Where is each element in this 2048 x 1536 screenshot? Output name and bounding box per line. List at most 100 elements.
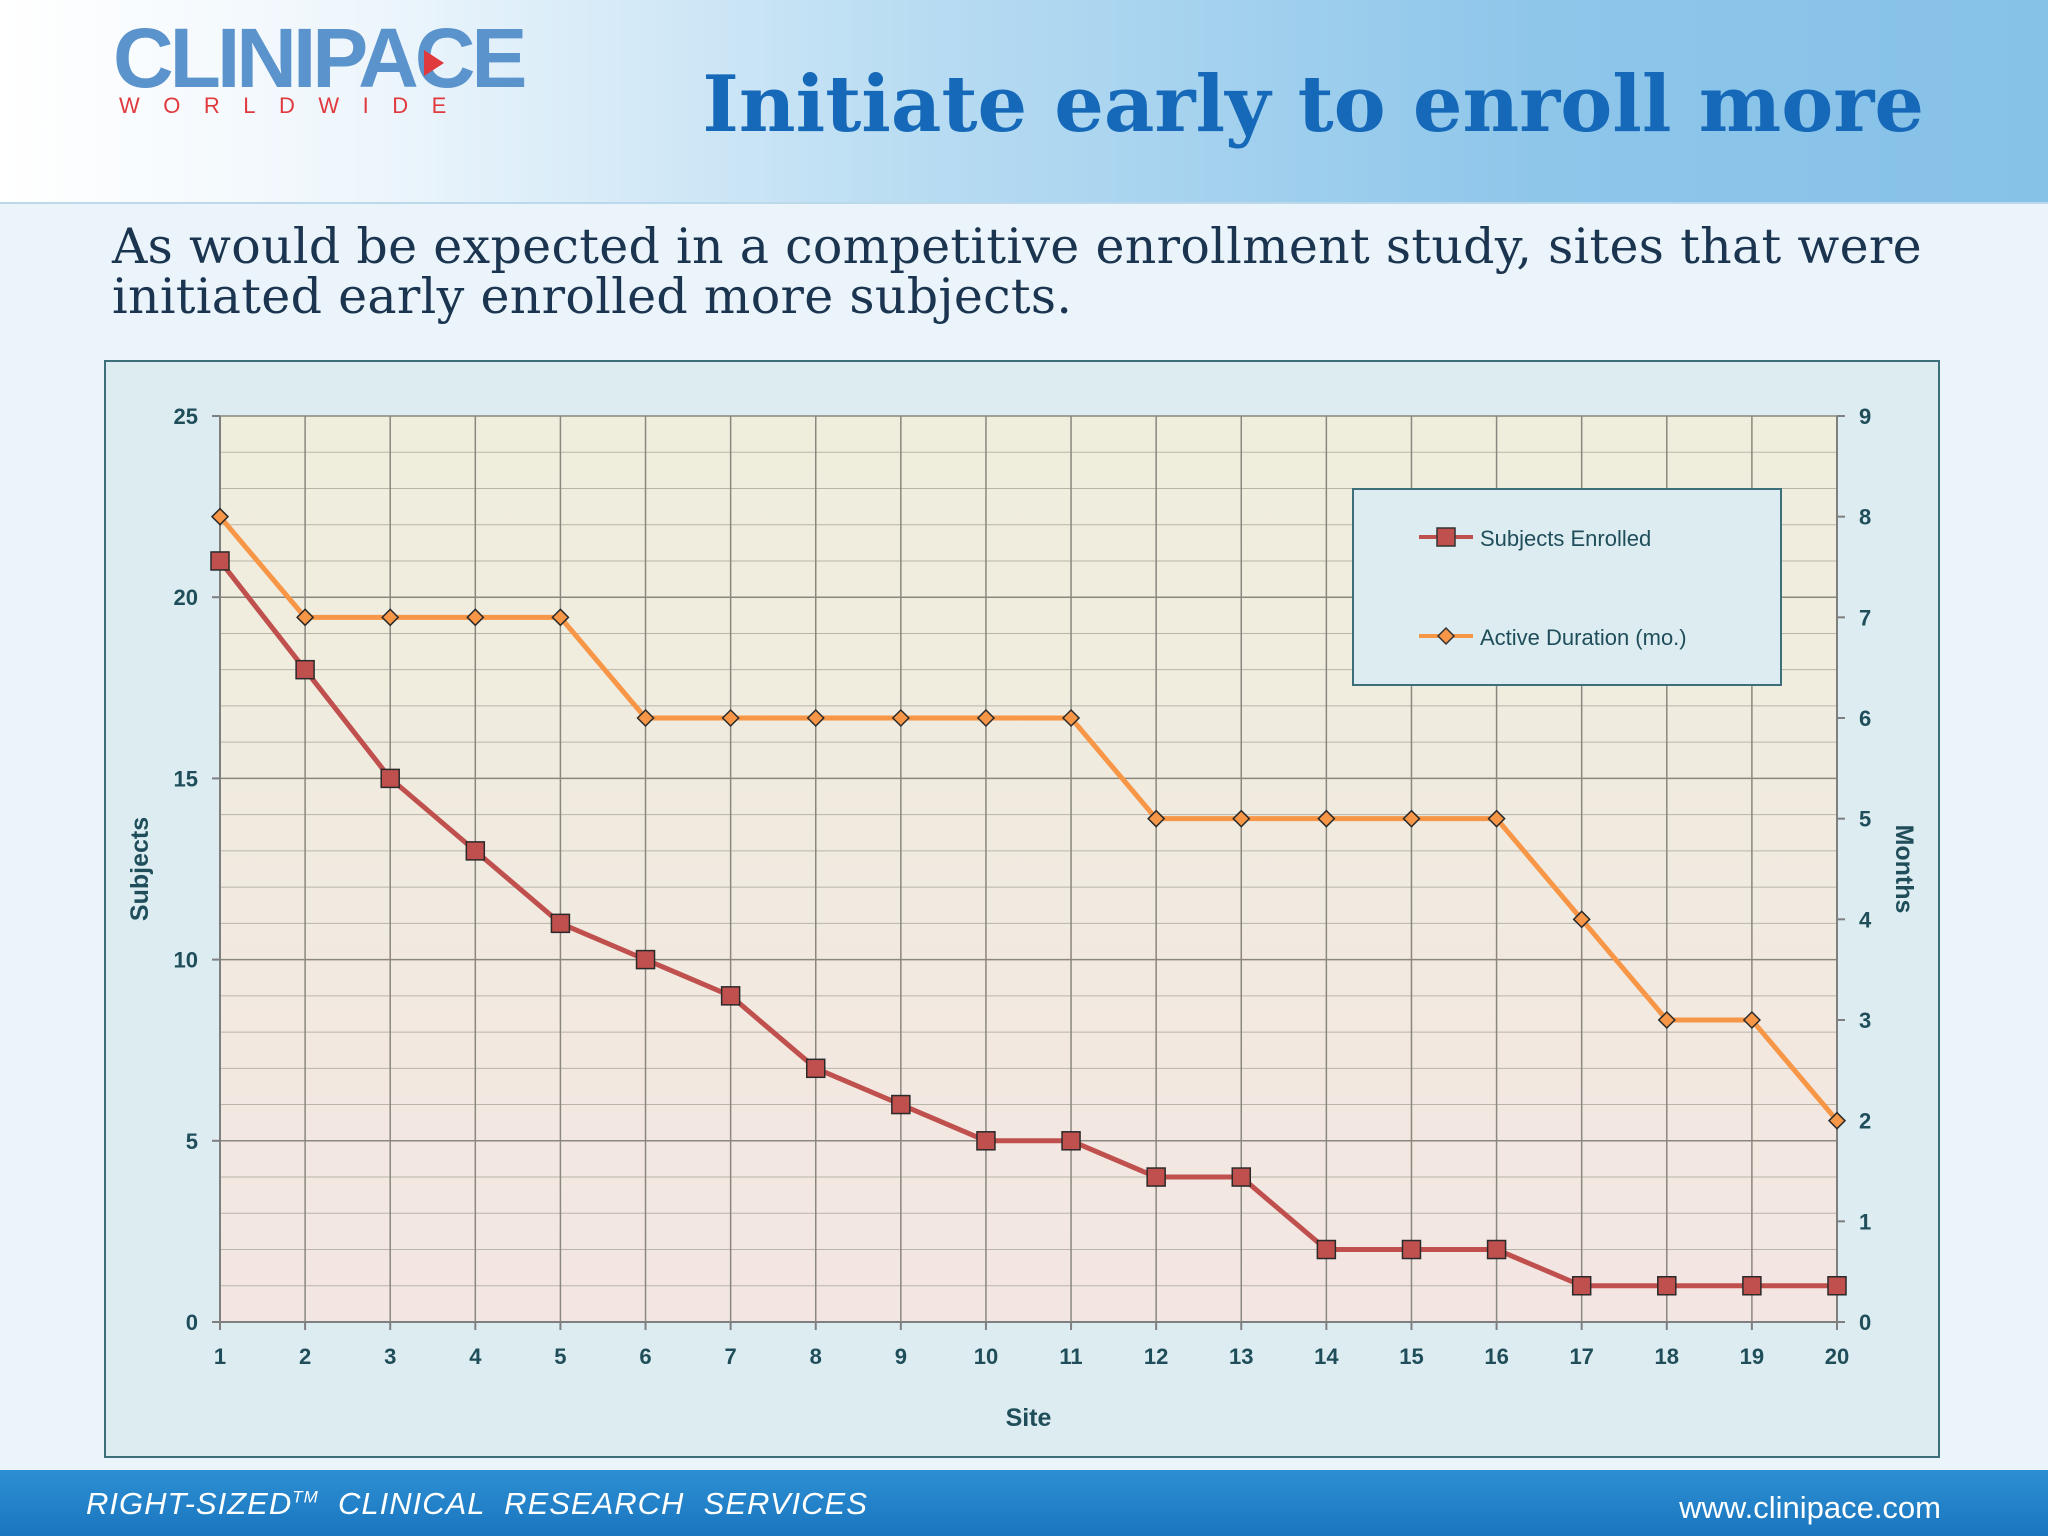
y2-tick-label: 6 <box>1859 706 1871 731</box>
data-point-square <box>891 1094 911 1115</box>
x-tick-label: 12 <box>1144 1344 1168 1369</box>
data-point-diamond <box>551 608 570 627</box>
data-point-square <box>976 1131 996 1151</box>
x-tick-label: 3 <box>384 1344 396 1369</box>
data-point-square <box>1146 1167 1166 1187</box>
x-tick-label: 7 <box>725 1344 737 1369</box>
tagline-pre: RIGHT-SIZED <box>86 1486 293 1521</box>
legend-box <box>1352 488 1782 686</box>
y-axis-title: Subjects <box>126 817 154 921</box>
x-tick-label: 14 <box>1314 1344 1339 1369</box>
data-point-diamond <box>210 507 230 526</box>
data-point-square <box>1657 1276 1677 1296</box>
clinipace-logo: CLINIPACE WORLDWIDE <box>113 16 527 126</box>
y2-axis-title: Months <box>1890 825 1918 914</box>
tagline-tm: TM <box>292 1487 319 1507</box>
legend-label-subjects: Subjects Enrolled <box>1480 526 1651 551</box>
footer-url[interactable]: www.clinipace.com <box>1679 1490 1941 1525</box>
y2-tick-label: 8 <box>1859 505 1871 530</box>
data-point-square <box>295 659 315 680</box>
y2-tick-label: 5 <box>1859 807 1871 832</box>
data-point-square <box>635 949 656 970</box>
footer-band: RIGHT-SIZEDTM CLINICAL RESEARCH SERVICES… <box>0 1470 2048 1536</box>
data-point-diamond <box>1487 809 1506 828</box>
data-point-square <box>465 841 486 861</box>
y2-tick-label: 9 <box>1859 404 1871 429</box>
x-tick-label: 18 <box>1655 1344 1679 1369</box>
tagline-post: CLINICAL RESEARCH SERVICES <box>318 1486 868 1521</box>
y-tick-label: 5 <box>186 1129 198 1154</box>
data-point-diamond <box>636 708 655 728</box>
chart-frame: 0 5 10 15 20 25 0 1 2 3 4 5 6 7 8 9 1 2 3 4 5 6 7 8 9 10 11 12 13 14 1… <box>104 360 1940 1458</box>
data-point-diamond <box>1657 1010 1676 1030</box>
footer-tagline: RIGHT-SIZEDTM CLINICAL RESEARCH SERVICES <box>86 1486 868 1522</box>
x-tick-label: 17 <box>1569 1344 1593 1369</box>
y-tick-label: 0 <box>186 1310 198 1335</box>
y2-tick-label: 4 <box>1859 907 1872 932</box>
data-point-square <box>1231 1167 1252 1187</box>
y-tick-label: 25 <box>174 404 198 429</box>
data-point-square <box>1486 1239 1507 1260</box>
data-point-diamond <box>806 708 825 728</box>
data-point-diamond <box>466 608 485 627</box>
y2-tick-label: 2 <box>1859 1109 1871 1134</box>
x-tick-label: 1 <box>214 1344 226 1369</box>
data-point-diamond <box>1317 809 1336 828</box>
logo-subtitle: WORLDWIDE <box>119 93 470 118</box>
data-series <box>210 507 1847 1296</box>
data-point-diamond <box>976 708 996 728</box>
x-tick-label: 20 <box>1825 1344 1849 1369</box>
x-tick-label: 15 <box>1399 1344 1423 1369</box>
legend-square-icon <box>1436 527 1456 547</box>
header-band: CLINIPACE WORLDWIDE Initiate early to en… <box>0 0 2048 204</box>
data-point-square <box>720 986 741 1006</box>
data-point-square <box>1061 1131 1081 1151</box>
data-point-diamond <box>296 608 315 627</box>
y2-tick-label: 0 <box>1859 1310 1871 1335</box>
intro-text: As would be expected in a competitive en… <box>112 218 1922 325</box>
x-axis-title: Site <box>1006 1404 1052 1432</box>
y2-tick-label: 1 <box>1859 1209 1871 1234</box>
x-tick-label: 9 <box>895 1344 907 1369</box>
data-point-square <box>1401 1239 1422 1260</box>
legend-label-duration: Active Duration (mo.) <box>1480 625 1687 650</box>
data-point-diamond <box>1827 1111 1847 1130</box>
x-tick-label: 6 <box>639 1344 651 1369</box>
data-point-square <box>380 768 400 789</box>
y-tick-label: 10 <box>174 948 198 973</box>
logo-wordmark: CLINIPACE <box>113 11 527 105</box>
data-point-diamond <box>1742 1010 1761 1030</box>
slide-title: Initiate early to enroll more <box>702 59 1924 150</box>
x-tick-label: 2 <box>299 1344 311 1369</box>
series-subjects-enrolled <box>210 551 1847 1296</box>
data-point-diamond <box>1232 809 1251 828</box>
series-line <box>218 559 1837 1289</box>
y2-tick-label: 7 <box>1859 605 1871 630</box>
series-line <box>218 515 1839 1123</box>
data-point-square <box>1316 1239 1337 1260</box>
data-point-square <box>1827 1276 1847 1296</box>
data-point-diamond <box>721 708 740 728</box>
logo-play-icon <box>424 50 444 76</box>
y-tick-label: 15 <box>174 766 198 791</box>
data-point-diamond <box>1402 809 1421 828</box>
data-point-diamond <box>1147 809 1166 828</box>
legend-diamond-icon <box>1436 626 1456 646</box>
data-point-diamond <box>381 608 400 627</box>
data-point-square <box>805 1058 826 1079</box>
data-point-diamond <box>891 708 910 728</box>
data-point-square <box>1742 1276 1762 1296</box>
data-point-square <box>550 913 571 934</box>
x-tick-label: 16 <box>1484 1344 1508 1369</box>
legend: Subjects Enrolled Active Duration (mo.) <box>1352 488 1782 686</box>
x-tick-label: 19 <box>1740 1344 1764 1369</box>
data-point-diamond <box>1572 910 1591 929</box>
y2-tick-label: 3 <box>1859 1008 1871 1033</box>
series-active-duration <box>210 507 1847 1130</box>
data-point-square <box>1571 1276 1592 1296</box>
data-point-diamond <box>1061 708 1081 728</box>
x-tick-label: 11 <box>1059 1344 1082 1369</box>
x-tick-label: 10 <box>974 1344 998 1369</box>
x-tick-label: 5 <box>554 1344 566 1369</box>
